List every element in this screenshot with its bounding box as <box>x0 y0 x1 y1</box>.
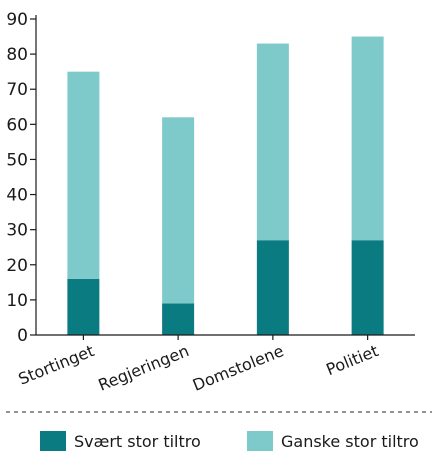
x-tick-label: Regjeringen <box>95 341 191 395</box>
bar-ganske-stor-regjeringen <box>162 117 195 304</box>
y-tick-label: 80 <box>6 45 28 65</box>
y-tick-label: 20 <box>6 256 28 276</box>
legend-swatch <box>247 431 273 451</box>
bar-ganske-stor-politiet <box>351 36 384 241</box>
bar-ganske-stor-domstolene <box>256 43 289 241</box>
y-tick-label: 0 <box>17 326 28 346</box>
bars <box>67 36 384 335</box>
y-tick-label: 50 <box>6 150 28 170</box>
y-tick-label: 70 <box>6 80 28 100</box>
bar-svaert-stor-regjeringen <box>162 303 195 335</box>
y-tick-label: 90 <box>6 10 28 30</box>
bar-ganske-stor-stortinget <box>67 71 100 279</box>
y-axis: 0 10 20 30 40 50 60 70 80 90 <box>6 10 37 346</box>
bar-svaert-stor-stortinget <box>67 278 100 335</box>
y-tick-label: 40 <box>6 186 28 206</box>
y-tick-label: 10 <box>6 291 28 311</box>
y-tick-label: 30 <box>6 221 28 241</box>
legend-swatch <box>40 431 66 451</box>
legend: Svært stor tiltro Ganske stor tiltro <box>40 431 419 451</box>
legend-label: Svært stor tiltro <box>74 432 201 451</box>
bar-svaert-stor-domstolene <box>256 240 289 335</box>
bar-svaert-stor-politiet <box>351 240 384 335</box>
y-tick-label: 60 <box>6 115 28 135</box>
x-tick-label: Stortinget <box>16 341 97 389</box>
x-tick-label: Politiet <box>323 341 381 379</box>
x-tick-label: Domstolene <box>190 341 286 395</box>
legend-label: Ganske stor tiltro <box>281 432 419 451</box>
